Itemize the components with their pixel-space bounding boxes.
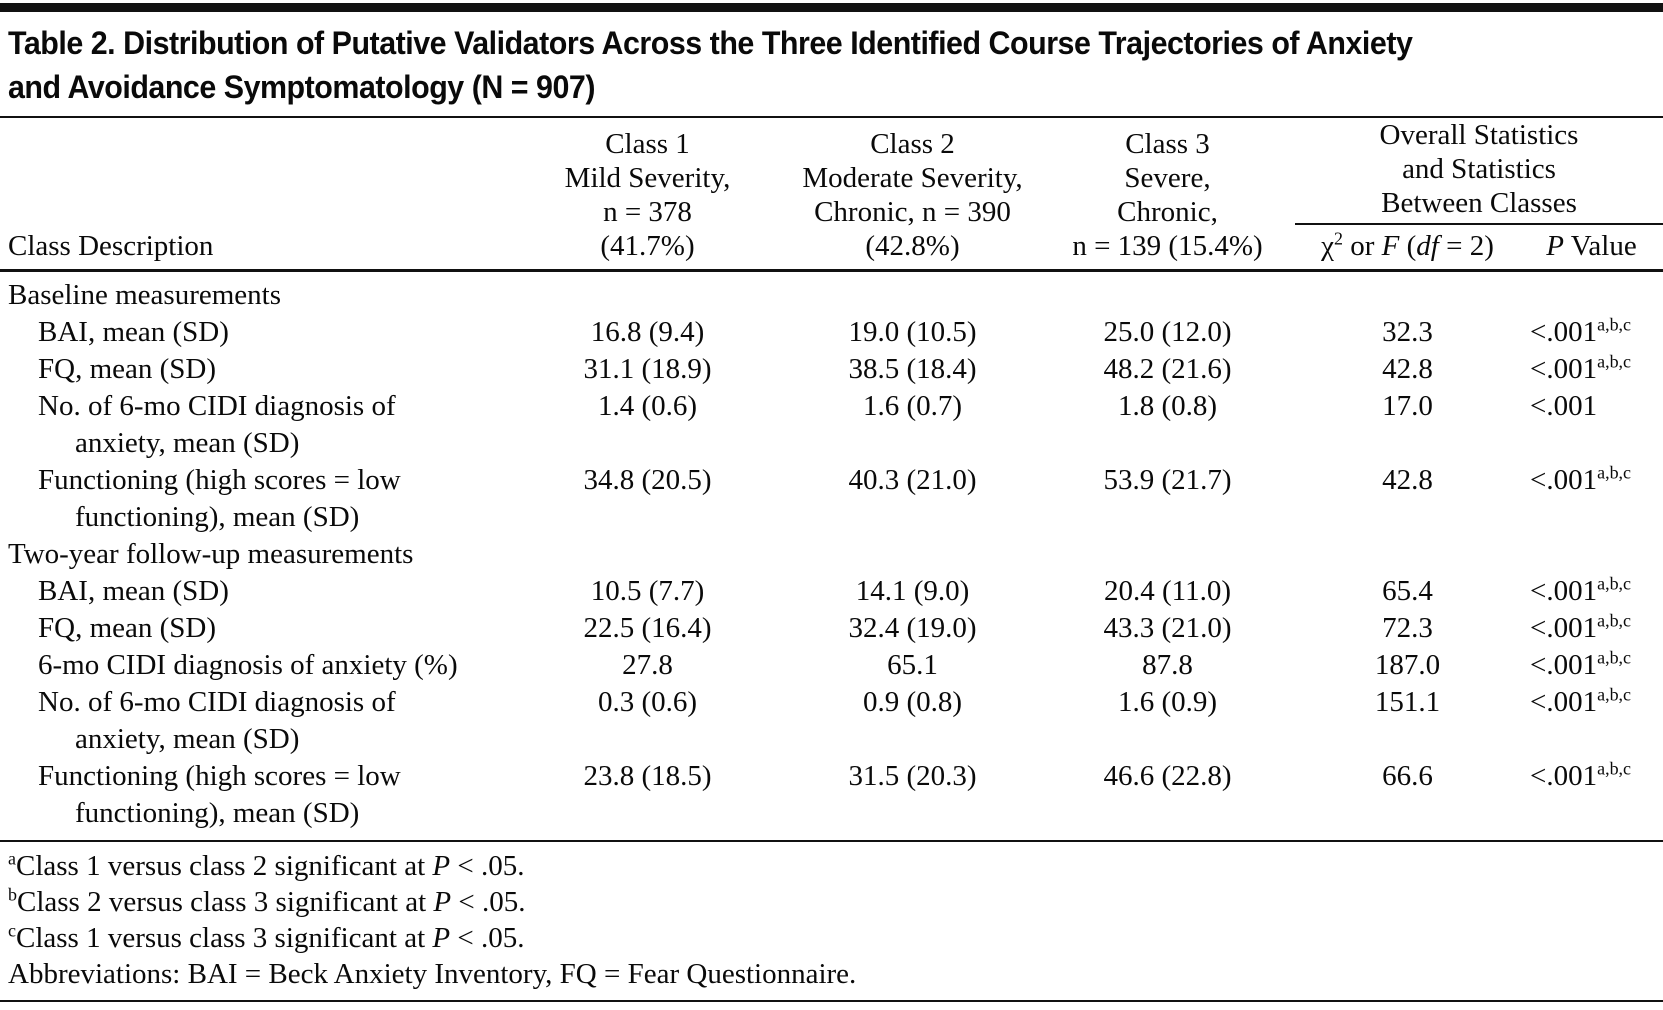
class3-value: 43.3 (21.0) — [1103, 612, 1232, 644]
class2-value: 38.5 (18.4) — [848, 353, 977, 385]
class2-value: 32.4 (19.0) — [848, 612, 977, 644]
section-row: Baseline measurements — [0, 271, 1663, 315]
class1-value: 27.8 — [622, 649, 673, 681]
table-footnotes: aClass 1 versus class 2 significant at P… — [0, 840, 1663, 1002]
row-label: FQ, mean (SD) — [38, 612, 217, 644]
class3-value: 87.8 — [1142, 649, 1193, 681]
overall-statistics-spanner: Overall Statistics and Statistics Betwee… — [1295, 118, 1663, 225]
title-divider — [0, 116, 1663, 118]
row-label: Functioning (high scores = low functionin… — [38, 760, 401, 829]
p-value: <.001a,b,c — [1530, 758, 1632, 792]
class2-value: 1.6 (0.7) — [862, 390, 963, 422]
row-label: FQ, mean (SD) — [38, 353, 217, 385]
footnote-a: aClass 1 versus class 2 significant at P… — [8, 848, 525, 882]
table-row: FQ, mean (SD) 31.1 (18.9) 38.5 (18.4) 48… — [0, 351, 1663, 388]
table-row: BAI, mean (SD) 10.5 (7.7) 14.1 (9.0) 20.… — [0, 573, 1663, 610]
top-rule — [0, 3, 1663, 12]
abbreviations-note: Abbreviations: BAI = Beck Anxiety Invent… — [8, 958, 857, 990]
section-label: Baseline measurements — [8, 279, 281, 311]
p-value: <.001a,b,c — [1530, 314, 1632, 348]
table-row: No. of 6-mo CIDI diagnosis of anxiety, me… — [0, 388, 1663, 462]
class3-value: 48.2 (21.6) — [1103, 353, 1232, 385]
table-title-line1: Table 2. Distribution of Putative Valida… — [8, 25, 1413, 61]
row-label: Functioning (high scores = low functionin… — [38, 464, 401, 533]
row-label: No. of 6-mo CIDI diagnosis of anxiety, me… — [38, 686, 396, 755]
p-value: <.001a,b,c — [1530, 462, 1632, 496]
class1-value: 34.8 (20.5) — [583, 464, 712, 496]
class3-value: 1.8 (0.8) — [1117, 390, 1218, 422]
class1-value: 16.8 (9.4) — [590, 316, 705, 348]
p-value: <.001a,b,c — [1530, 647, 1632, 681]
p-value: <.001 — [1530, 390, 1598, 422]
class2-value: 0.9 (0.8) — [862, 686, 963, 718]
class2-value: 65.1 — [887, 649, 938, 681]
class2-value: 31.5 (20.3) — [848, 760, 977, 792]
table-row: Functioning (high scores = low functionin… — [0, 758, 1663, 840]
footnote-b: bClass 2 versus class 3 significant at P… — [8, 884, 526, 918]
stat-value: 187.0 — [1374, 649, 1441, 681]
table-row: FQ, mean (SD) 22.5 (16.4) 32.4 (19.0) 43… — [0, 610, 1663, 647]
row-label: 6-mo CIDI diagnosis of anxiety (%) — [38, 649, 458, 681]
chi-square-f-header: χ2 or F (df = 2) — [1295, 224, 1520, 272]
p-value: <.001a,b,c — [1530, 684, 1632, 718]
p-value-header: P Value — [1520, 224, 1663, 272]
table-header: Class Description Class 1 Mild Severity,… — [0, 118, 1663, 272]
class-description-header: Class Description — [0, 118, 510, 272]
table-row: No. of 6-mo CIDI diagnosis of anxiety, me… — [0, 684, 1663, 758]
table-row: 6-mo CIDI diagnosis of anxiety (%) 27.8 … — [0, 647, 1663, 684]
stat-value: 72.3 — [1382, 612, 1433, 644]
class1-value: 22.5 (16.4) — [583, 612, 712, 644]
class1-value: 1.4 (0.6) — [597, 390, 698, 422]
class3-header: Class 3 Severe, Chronic, n = 139 (15.4%) — [1040, 118, 1295, 272]
stat-value: 151.1 — [1374, 686, 1441, 718]
class1-value: 31.1 (18.9) — [583, 353, 712, 385]
stat-value: 32.3 — [1382, 316, 1433, 348]
class1-value: 10.5 (7.7) — [590, 575, 705, 607]
row-label: BAI, mean (SD) — [38, 575, 229, 607]
class3-value: 20.4 (11.0) — [1104, 575, 1231, 607]
class1-value: 23.8 (18.5) — [583, 760, 712, 792]
stat-value: 42.8 — [1382, 464, 1433, 496]
footnote-c: cClass 1 versus class 3 significant at P… — [8, 920, 525, 954]
p-value: <.001a,b,c — [1530, 351, 1632, 385]
stat-value: 17.0 — [1382, 390, 1433, 422]
class1-value: 0.3 (0.6) — [597, 686, 698, 718]
class3-value: 53.9 (21.7) — [1103, 464, 1232, 496]
table-title: Table 2. Distribution of Putative Valida… — [0, 12, 1663, 116]
class2-value: 40.3 (21.0) — [848, 464, 977, 496]
class1-header: Class 1 Mild Severity, n = 378 (41.7%) — [510, 118, 785, 272]
p-value: <.001a,b,c — [1530, 573, 1632, 607]
row-label: BAI, mean (SD) — [38, 316, 229, 348]
validators-table: Class Description Class 1 Mild Severity,… — [0, 118, 1663, 840]
p-value: <.001a,b,c — [1530, 610, 1632, 644]
class2-value: 19.0 (10.5) — [848, 316, 977, 348]
class2-value: 14.1 (9.0) — [855, 575, 970, 607]
table-body: Baseline measurements BAI, mean (SD) 16.… — [0, 271, 1663, 841]
class3-value: 1.6 (0.9) — [1117, 686, 1218, 718]
stat-value: 65.4 — [1382, 575, 1433, 607]
class3-value: 25.0 (12.0) — [1103, 316, 1232, 348]
table-row: BAI, mean (SD) 16.8 (9.4) 19.0 (10.5) 25… — [0, 314, 1663, 351]
table-row: Functioning (high scores = low functionin… — [0, 462, 1663, 536]
class2-header: Class 2 Moderate Severity, Chronic, n = … — [785, 118, 1040, 272]
stat-value: 66.6 — [1382, 760, 1433, 792]
class3-value: 46.6 (22.8) — [1103, 760, 1232, 792]
section-label: Two-year follow-up measurements — [8, 538, 414, 570]
section-row: Two-year follow-up measurements — [0, 536, 1663, 573]
stat-value: 42.8 — [1382, 353, 1433, 385]
table-title-line2: and Avoidance Symptomatology (N = 907) — [8, 69, 595, 105]
row-label: No. of 6-mo CIDI diagnosis of anxiety, me… — [38, 390, 396, 459]
